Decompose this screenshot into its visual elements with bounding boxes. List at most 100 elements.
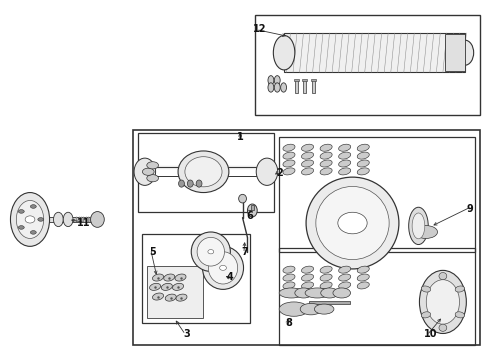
Ellipse shape [152, 274, 164, 281]
Bar [90, 217, 91, 222]
Ellipse shape [164, 274, 175, 281]
Bar [284, 33, 465, 72]
Ellipse shape [455, 286, 465, 292]
Ellipse shape [339, 144, 351, 151]
Bar [294, 79, 299, 81]
Ellipse shape [421, 312, 431, 318]
Ellipse shape [339, 274, 351, 281]
Ellipse shape [16, 201, 44, 238]
Ellipse shape [283, 282, 295, 289]
Ellipse shape [412, 213, 425, 239]
Bar [76, 217, 77, 222]
Ellipse shape [279, 288, 304, 298]
Ellipse shape [301, 266, 314, 273]
Ellipse shape [301, 160, 314, 167]
Text: 5: 5 [149, 247, 155, 257]
Text: 12: 12 [253, 24, 267, 35]
Ellipse shape [306, 177, 399, 269]
Ellipse shape [268, 76, 274, 85]
Ellipse shape [178, 180, 184, 187]
Ellipse shape [320, 266, 332, 273]
Bar [303, 80, 306, 93]
Bar [312, 80, 315, 93]
Ellipse shape [187, 180, 193, 187]
Ellipse shape [256, 158, 278, 185]
Bar [147, 266, 203, 318]
Ellipse shape [283, 168, 295, 175]
Circle shape [208, 249, 214, 254]
Ellipse shape [281, 83, 287, 92]
Text: 2: 2 [276, 168, 283, 178]
Ellipse shape [316, 186, 389, 260]
Bar [309, 301, 350, 304]
Ellipse shape [208, 252, 238, 284]
Ellipse shape [439, 324, 447, 331]
Bar [255, 15, 480, 116]
Ellipse shape [320, 274, 332, 281]
Bar [81, 217, 82, 222]
Ellipse shape [274, 76, 280, 85]
Ellipse shape [301, 144, 314, 151]
Circle shape [220, 265, 226, 270]
Bar [445, 35, 465, 71]
Text: 10: 10 [424, 329, 438, 339]
Ellipse shape [301, 152, 314, 159]
Ellipse shape [439, 273, 447, 280]
Ellipse shape [283, 266, 295, 273]
Ellipse shape [19, 226, 24, 229]
Ellipse shape [339, 160, 351, 167]
Ellipse shape [333, 288, 350, 298]
Bar [143, 234, 250, 323]
Ellipse shape [274, 83, 280, 92]
Ellipse shape [305, 288, 330, 298]
Ellipse shape [357, 274, 369, 281]
Ellipse shape [149, 283, 161, 291]
Ellipse shape [147, 162, 159, 169]
Ellipse shape [175, 274, 186, 281]
Ellipse shape [295, 288, 313, 298]
Ellipse shape [176, 294, 187, 301]
Ellipse shape [161, 283, 172, 291]
Ellipse shape [283, 144, 295, 151]
Ellipse shape [197, 237, 224, 266]
Ellipse shape [273, 36, 295, 70]
Ellipse shape [320, 168, 332, 175]
Text: 3: 3 [183, 329, 190, 339]
Ellipse shape [455, 312, 465, 318]
Ellipse shape [247, 204, 257, 217]
Text: 1: 1 [237, 132, 244, 142]
Bar [133, 130, 480, 345]
Ellipse shape [301, 274, 314, 281]
Ellipse shape [320, 160, 332, 167]
Ellipse shape [419, 270, 466, 333]
Bar [279, 248, 475, 345]
Ellipse shape [53, 212, 63, 226]
Ellipse shape [426, 280, 460, 324]
Ellipse shape [320, 152, 332, 159]
Ellipse shape [152, 293, 164, 300]
Ellipse shape [19, 210, 24, 213]
Ellipse shape [279, 302, 309, 316]
Ellipse shape [196, 180, 202, 187]
Ellipse shape [301, 282, 314, 289]
Text: 8: 8 [286, 319, 293, 328]
Ellipse shape [283, 152, 295, 159]
Ellipse shape [414, 226, 438, 238]
Ellipse shape [30, 231, 36, 234]
Ellipse shape [283, 160, 295, 167]
Ellipse shape [357, 168, 369, 175]
Ellipse shape [339, 152, 351, 159]
Bar [138, 134, 274, 212]
Ellipse shape [357, 152, 369, 159]
Bar [86, 217, 87, 222]
Bar [88, 217, 89, 222]
Ellipse shape [147, 175, 159, 182]
Ellipse shape [339, 282, 351, 289]
Ellipse shape [172, 283, 184, 291]
Ellipse shape [301, 168, 314, 175]
Ellipse shape [38, 218, 44, 221]
Ellipse shape [10, 193, 49, 246]
Ellipse shape [339, 266, 351, 273]
Ellipse shape [283, 274, 295, 281]
Ellipse shape [321, 288, 338, 298]
